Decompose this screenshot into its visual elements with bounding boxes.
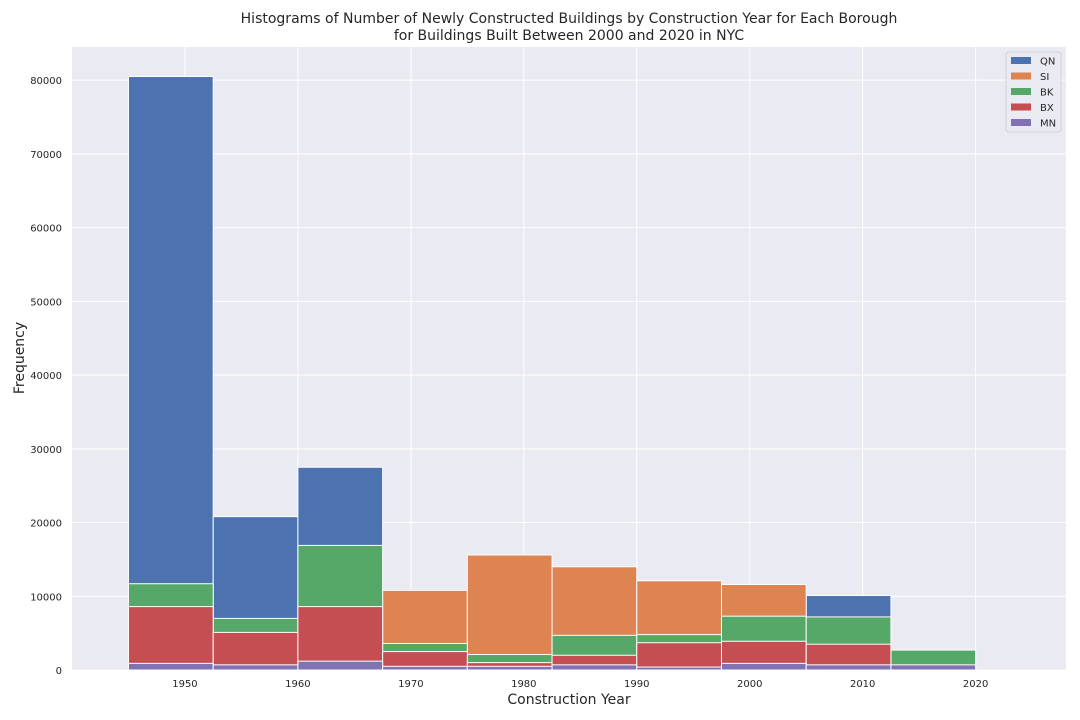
- y-tick-label: 40000: [30, 371, 62, 382]
- bar-mn: [297, 660, 384, 671]
- x-tick-label: 1950: [172, 679, 197, 690]
- bar-mn: [127, 662, 214, 671]
- bars: [127, 75, 977, 671]
- y-tick-label: 50000: [30, 297, 62, 308]
- bar-si: [466, 554, 553, 671]
- legend-box: [1005, 51, 1062, 133]
- bar-mn: [551, 664, 638, 671]
- x-tick-labels: 1950 1960 1970 1980 1990 2000 2010 2020: [172, 679, 988, 690]
- bar-mn: [212, 664, 299, 671]
- legend-label-qn: QN: [1040, 57, 1055, 68]
- x-tick-label: 2010: [850, 679, 875, 690]
- x-tick-label: 1980: [511, 679, 536, 690]
- x-tick-label: 1990: [624, 679, 649, 690]
- y-axis-label: Frequency: [12, 322, 28, 394]
- bar-mn: [466, 665, 553, 671]
- legend-swatch-qn: [1011, 57, 1031, 64]
- bar-mn: [382, 665, 468, 671]
- y-tick-label: 10000: [30, 592, 62, 603]
- legend-label-bk: BK: [1040, 88, 1054, 99]
- y-tick-label: 80000: [30, 76, 62, 87]
- bar-mn: [720, 662, 807, 671]
- legend-label-bx: BX: [1040, 103, 1054, 114]
- bar-qn: [127, 75, 214, 671]
- legend-swatch-bk: [1011, 88, 1031, 95]
- legend-swatch-si: [1011, 72, 1031, 80]
- y-tick-label: 30000: [30, 445, 62, 456]
- bar-bx: [636, 642, 722, 671]
- legend-swatch-mn: [1011, 119, 1031, 126]
- bar-mn: [805, 664, 892, 671]
- x-axis-label: Construction Year: [507, 692, 630, 708]
- y-tick-label: 20000: [30, 519, 62, 530]
- legend: QN SI BK BX MN: [1005, 51, 1062, 133]
- x-tick-label: 2000: [737, 679, 762, 690]
- legend-label-si: SI: [1040, 72, 1049, 83]
- y-tick-label: 60000: [30, 224, 62, 235]
- chart-title-line1: Histograms of Number of Newly Constructe…: [241, 11, 898, 27]
- y-tick-label: 0: [56, 666, 62, 677]
- bar-bx: [212, 631, 299, 671]
- bar-mn: [636, 666, 722, 671]
- bar-bx: [127, 606, 214, 671]
- bar-bx: [297, 606, 384, 671]
- chart-title-line2: for Buildings Built Between 2000 and 202…: [394, 28, 745, 44]
- x-tick-label: 1970: [398, 679, 423, 690]
- x-tick-label: 2020: [963, 679, 988, 690]
- legend-label-mn: MN: [1040, 119, 1056, 130]
- x-tick-label: 1960: [285, 679, 310, 690]
- y-tick-labels: 0 10000 20000 30000 40000 50000 60000 70000 8000…: [30, 76, 62, 677]
- bar-mn: [890, 664, 977, 671]
- y-tick-label: 70000: [30, 150, 62, 161]
- legend-swatch-bx: [1011, 103, 1031, 111]
